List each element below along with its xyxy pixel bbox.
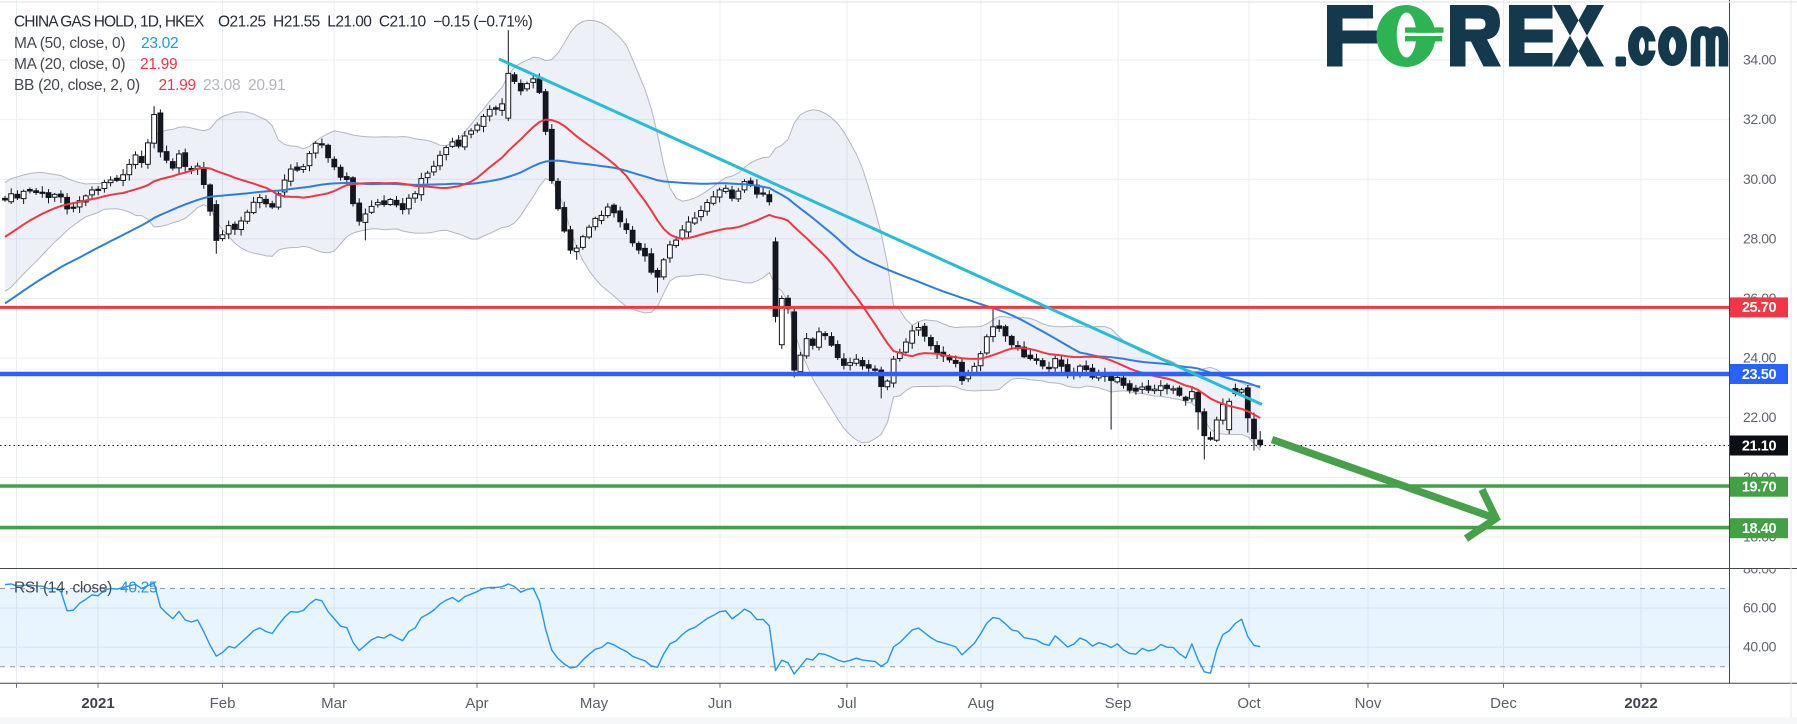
svg-text:Feb: Feb xyxy=(210,695,236,712)
svg-text:Aug: Aug xyxy=(968,695,995,712)
svg-text:19.70: 19.70 xyxy=(1742,480,1777,496)
svg-text:O21.25 H21.55 L21.00 C21.10: O21.25 H21.55 L21.00 C21.10 −0.15 (−0.71… xyxy=(218,14,533,31)
svg-text:28.00: 28.00 xyxy=(1743,230,1777,246)
svg-text:18.40: 18.40 xyxy=(1742,521,1777,537)
svg-text:BB (20, close, 2, 0): BB (20, close, 2, 0) xyxy=(14,77,140,94)
svg-text:MA (20, close, 0): MA (20, close, 0) xyxy=(14,56,125,73)
svg-text:80.00: 80.00 xyxy=(1743,561,1777,577)
svg-text:Apr: Apr xyxy=(465,695,488,712)
svg-text:RSI (14, close): RSI (14, close) xyxy=(14,580,112,597)
svg-text:Oct: Oct xyxy=(1237,695,1261,712)
svg-text:60.00: 60.00 xyxy=(1743,600,1777,616)
svg-text:21.99: 21.99 xyxy=(140,56,177,73)
svg-text:Dec: Dec xyxy=(1490,695,1517,712)
svg-text:20.91: 20.91 xyxy=(248,77,285,94)
svg-text:21.10: 21.10 xyxy=(1742,438,1777,454)
svg-text:Sep: Sep xyxy=(1105,695,1132,712)
svg-text:Mar: Mar xyxy=(321,695,347,712)
svg-text:May: May xyxy=(580,695,609,712)
svg-text:40.00: 40.00 xyxy=(1743,639,1777,655)
svg-text:2021: 2021 xyxy=(81,695,114,712)
svg-text:25.70: 25.70 xyxy=(1742,300,1777,316)
svg-text:22.00: 22.00 xyxy=(1743,409,1777,425)
svg-text:MA (50, close, 0): MA (50, close, 0) xyxy=(14,35,125,52)
svg-text:23.08: 23.08 xyxy=(203,77,240,94)
svg-text:23.50: 23.50 xyxy=(1742,367,1777,383)
svg-text:34.00: 34.00 xyxy=(1743,52,1777,68)
svg-text:Nov: Nov xyxy=(1355,695,1382,712)
svg-text:30.00: 30.00 xyxy=(1743,171,1777,187)
svg-text:32.00: 32.00 xyxy=(1743,111,1777,127)
svg-text:40.25: 40.25 xyxy=(120,580,157,597)
svg-text:23.02: 23.02 xyxy=(141,35,178,52)
svg-text:Jun: Jun xyxy=(708,695,732,712)
svg-text:24.00: 24.00 xyxy=(1743,350,1777,366)
svg-text:2022: 2022 xyxy=(1624,695,1657,712)
svg-text:Jul: Jul xyxy=(837,695,856,712)
svg-text:CHINA GAS HOLD, 1D, HKEX: CHINA GAS HOLD, 1D, HKEX xyxy=(14,14,205,31)
svg-text:21.99: 21.99 xyxy=(159,77,196,94)
